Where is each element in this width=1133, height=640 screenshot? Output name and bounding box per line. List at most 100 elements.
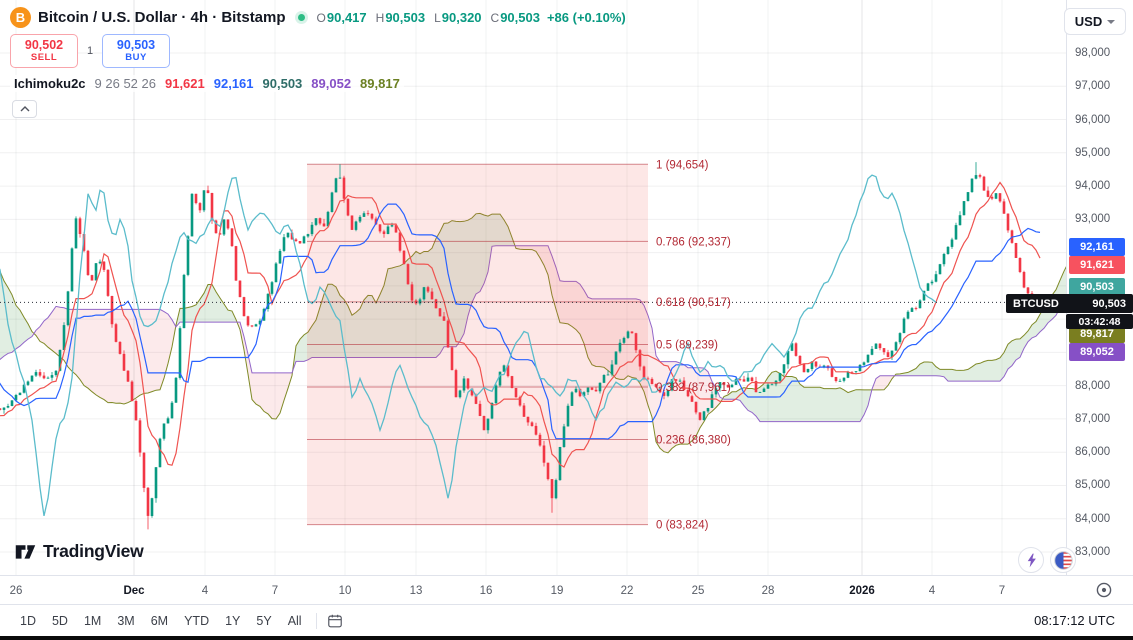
time-axis-label: 2026 <box>849 584 875 597</box>
indicator-value: 90,503 <box>262 76 303 91</box>
time-axis-label: 28 <box>761 584 775 597</box>
currency-selector[interactable]: USD <box>1064 8 1126 35</box>
bottom-toolbar: 1D 5D 1M 3M 6M YTD 1Y 5Y All 08:17:12 UTC <box>0 604 1133 636</box>
price-axis-label: 96,000 <box>1075 113 1111 126</box>
trade-panel: 90,502 SELL 1 90,503 BUY <box>10 34 170 68</box>
tradingview-mark-icon <box>15 545 36 559</box>
ohlc-values: O90,417 H90,503 L90,320 C90,503 <box>317 10 540 25</box>
globe-flags-icon <box>1053 550 1073 570</box>
indicator-value: 91,621 <box>164 76 205 91</box>
fib-level-label: 0.382 (87,961) <box>656 382 731 394</box>
indicator-value: 92,161 <box>213 76 254 91</box>
price-tag: 90,503 <box>1069 278 1125 296</box>
fib-level-label: 0.5 (89,239) <box>656 339 718 351</box>
symbol-title: Bitcoin / U.S. Dollar <box>38 9 178 26</box>
lightning-icon[interactable] <box>1018 547 1044 573</box>
range-buttons: 1D 5D 1M 3M 6M YTD 1Y 5Y All <box>12 610 310 632</box>
ohlc-h: H90,503 <box>375 10 426 25</box>
currency-label: USD <box>1074 14 1103 29</box>
ohlc-c: C90,503 <box>490 10 540 25</box>
fib-level-label: 0.618 (90,517) <box>656 297 731 309</box>
time-axis-label: 13 <box>409 584 423 597</box>
tradingview-wordmark: TradingView <box>43 541 144 561</box>
time-axis-label: 10 <box>338 584 352 597</box>
toolbar-divider <box>315 612 317 629</box>
symbol-meta: · 4h · Bitstamp <box>177 9 286 26</box>
price-axis-label: 88,000 <box>1075 379 1111 392</box>
time-axis-label: Dec <box>123 584 145 597</box>
indicator-params: 9 26 52 26 <box>94 76 156 91</box>
chevron-up-icon <box>20 106 29 112</box>
range-6m[interactable]: 6M <box>143 610 176 632</box>
indicator-legend: Ichimoku2c 9 26 52 26 91,621 92,161 90,503… <box>10 75 404 92</box>
range-3m[interactable]: 3M <box>109 610 142 632</box>
bar-countdown: 03:42:48 <box>1066 314 1133 329</box>
time-axis-label: 26 <box>9 584 23 597</box>
buy-button[interactable]: 90,503 BUY <box>102 34 170 68</box>
market-status-icon <box>297 14 305 21</box>
time-axis-label: 19 <box>550 584 564 597</box>
price-axis-label: 83,000 <box>1075 546 1111 558</box>
price-axis-label: 98,000 <box>1075 47 1111 59</box>
range-5d[interactable]: 5D <box>44 610 76 632</box>
price-tag: 91,621 <box>1069 256 1125 274</box>
price-tag: 89,817 <box>1069 325 1125 343</box>
indicator-values: 91,621 92,161 90,503 89,052 89,817 <box>165 76 400 91</box>
last-price-symbol: BTCUSD <box>1013 297 1059 310</box>
camera-icon[interactable] <box>1094 580 1114 600</box>
go-to-date-button[interactable] <box>323 611 347 631</box>
time-axis-label: 4 <box>201 584 209 597</box>
chart-canvas[interactable]: 1 (94,654) 0.786 (92,337) 0.618 (90,517) 0.… <box>0 0 1066 575</box>
time-axis-label: 7 <box>998 584 1006 597</box>
time-axis-label: 22 <box>620 584 634 597</box>
price-axis-label: 97,000 <box>1075 80 1111 93</box>
price-axis-label: 85,000 <box>1075 479 1111 492</box>
last-price-label: BTCUSD 90,503 03:42:48 <box>1006 294 1133 329</box>
calendar-icon <box>327 614 342 627</box>
chart-header: B Bitcoin / U.S. Dollar · 4h · Bitstamp … <box>10 7 626 28</box>
indicator-name[interactable]: Ichimoku2c <box>14 76 86 91</box>
price-axis-label: 94,000 <box>1075 180 1111 193</box>
bitcoin-logo-icon: B <box>10 7 31 28</box>
time-axis-label: 7 <box>271 584 279 597</box>
price-axis-label: 86,000 <box>1075 446 1111 459</box>
range-1y[interactable]: 1Y <box>217 610 248 632</box>
indicator-value: 89,052 <box>311 76 352 91</box>
price-change: +86 (+0.10%) <box>546 10 626 25</box>
fib-level-label: 0.236 (86,380) <box>656 435 731 447</box>
price-axis-label: 87,000 <box>1075 412 1111 425</box>
price-axis-label: 84,000 <box>1075 512 1111 525</box>
bolt-glyph-icon <box>1027 553 1036 567</box>
time-axis-label: 25 <box>691 584 705 597</box>
price-axis-label: 93,000 <box>1075 213 1111 226</box>
last-price-value: 90,503 <box>1092 297 1126 310</box>
time-axis-label: 4 <box>928 584 936 597</box>
sell-price: 90,502 <box>24 38 64 53</box>
range-1d[interactable]: 1D <box>12 610 44 632</box>
sell-button[interactable]: 90,502 SELL <box>10 34 78 68</box>
buy-price: 90,503 <box>116 38 156 53</box>
range-1m[interactable]: 1M <box>76 610 109 632</box>
price-axis-label: 95,000 <box>1075 146 1111 159</box>
time-axis[interactable]: 26 Dec 4 7 10 13 16 19 22 25 28 2026 4 7 <box>0 575 1133 605</box>
quantity-field[interactable]: 1 <box>86 45 94 57</box>
globe-icon[interactable] <box>1050 547 1076 573</box>
sell-label: SELL <box>30 51 58 63</box>
clock-timezone-button[interactable]: 08:17:12 UTC <box>1028 612 1121 629</box>
fib-level-label: 0.786 (92,337) <box>656 236 731 248</box>
ohlc-l: L90,320 <box>434 10 482 25</box>
price-tag: 92,161 <box>1069 238 1125 256</box>
indicator-value: 89,817 <box>360 76 400 91</box>
range-ytd[interactable]: YTD <box>176 610 217 632</box>
buy-label: BUY <box>125 51 147 63</box>
chevron-down-icon <box>1107 19 1116 24</box>
fib-level-label: 0 (83,824) <box>656 520 709 532</box>
collapse-indicators-button[interactable] <box>12 100 37 118</box>
symbol-button[interactable]: Bitcoin / U.S. Dollar · 4h · Bitstamp <box>38 9 286 26</box>
tradingview-logo[interactable]: TradingView <box>14 540 144 563</box>
window-edge <box>0 636 1133 640</box>
price-tag: 89,052 <box>1069 343 1125 361</box>
range-all[interactable]: All <box>280 610 310 632</box>
range-5y[interactable]: 5Y <box>248 610 279 632</box>
